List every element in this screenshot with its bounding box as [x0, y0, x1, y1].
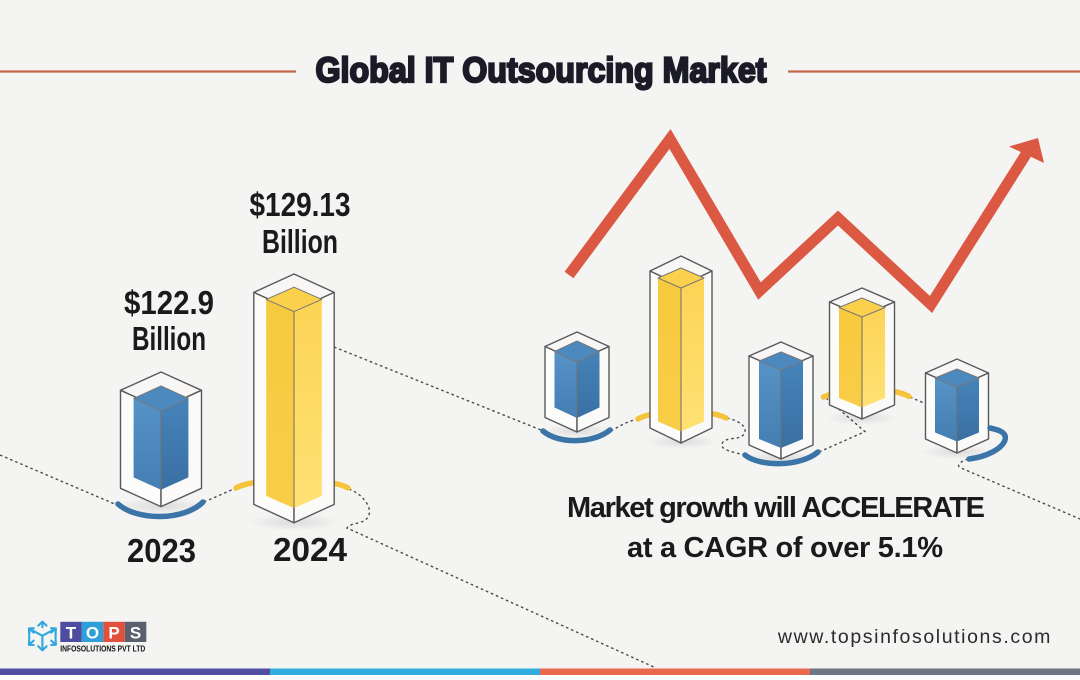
svg-text:Billion: Billion [132, 320, 206, 357]
svg-text:2024: 2024 [273, 531, 348, 568]
svg-text:INFOSOLUTIONS PVT LTD: INFOSOLUTIONS PVT LTD [60, 644, 145, 654]
svg-text:O: O [86, 624, 99, 643]
svg-text:www.topsinfosolutions.com: www.topsinfosolutions.com [777, 626, 1052, 648]
svg-text:Global IT Outsourcing Market: Global IT Outsourcing Market [316, 51, 767, 90]
svg-text:$129.13: $129.13 [250, 186, 351, 223]
svg-text:S: S [130, 624, 141, 643]
svg-text:$122.9: $122.9 [124, 284, 214, 321]
svg-text:Billion: Billion [262, 223, 338, 260]
svg-text:at a CAGR of over 5.1%: at a CAGR of over 5.1% [627, 532, 943, 564]
svg-text:Market growth will ACCELERATE: Market growth will ACCELERATE [567, 492, 985, 524]
svg-text:P: P [108, 624, 119, 643]
svg-text:2023: 2023 [127, 532, 196, 569]
svg-text:T: T [66, 624, 77, 643]
